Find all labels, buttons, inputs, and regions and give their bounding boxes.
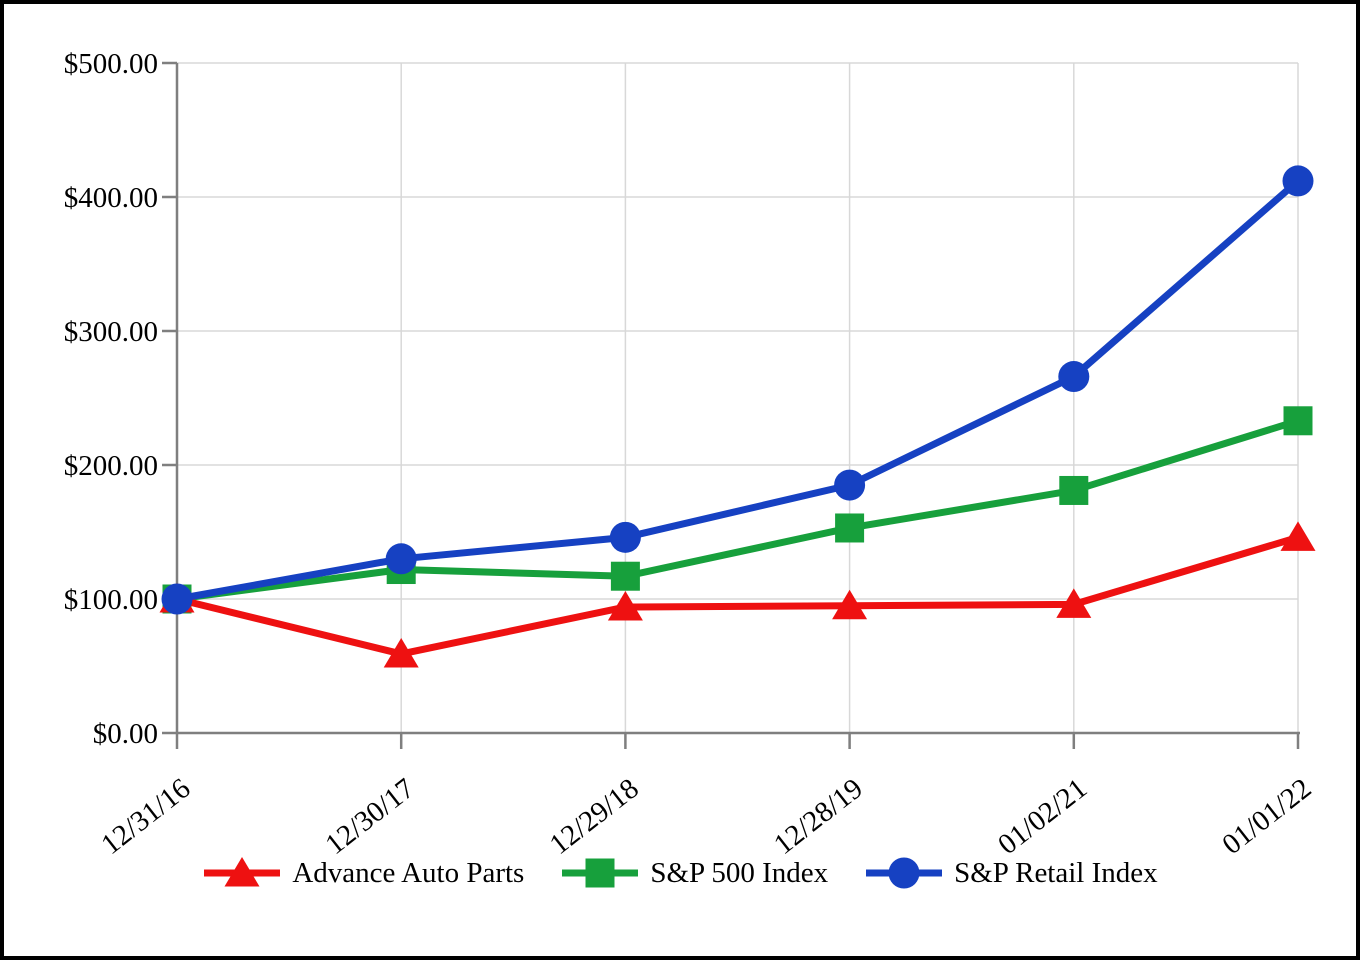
s-p-retail-index-circle-marker	[888, 857, 920, 889]
legend-item-advance-auto-parts: Advance Auto Parts	[202, 853, 524, 893]
y-axis-label: $500.00	[64, 48, 158, 80]
x-axis-label: 12/29/18	[544, 772, 645, 861]
advance-auto-parts-triangle-marker	[1056, 588, 1092, 618]
s-p-500-index-square-marker	[585, 858, 615, 888]
legend-item-sp500-index: S&P 500 Index	[560, 853, 828, 893]
legend-label-sp500-index: S&P 500 Index	[650, 856, 829, 889]
advance-auto-parts-triangle-marker	[832, 589, 868, 620]
y-axis-label: $100.00	[64, 584, 158, 616]
series-line-advance-auto-parts	[173, 533, 1302, 658]
s-p-500-index-square-marker	[610, 561, 640, 591]
legend-label-sp-retail-index: S&P Retail Index	[954, 856, 1158, 889]
x-axis-label: 12/30/17	[320, 772, 421, 861]
legend-label-advance-auto-parts: Advance Auto Parts	[292, 856, 525, 889]
s-p-retail-index-circle-marker	[609, 521, 641, 553]
s-p-retail-index-circle-marker	[834, 469, 866, 501]
s-p-500-index-square-marker	[1283, 406, 1313, 436]
series-line-s-p-retail-index	[173, 177, 1302, 603]
s-p-retail-index-circle-marker	[161, 583, 193, 615]
series-advance-auto-parts	[159, 521, 1316, 668]
x-axis-label: 01/01/22	[1216, 772, 1317, 861]
y-axis-label: $0.00	[93, 718, 158, 750]
series-line-s-p-500-index	[173, 417, 1302, 603]
red-triangle-marker-icon	[202, 853, 282, 893]
x-axis-label: 01/02/21	[992, 772, 1093, 861]
s-p-retail-index-circle-marker	[1282, 165, 1314, 197]
advance-auto-parts-triangle-marker	[224, 857, 260, 887]
performance-line-chart: $0.00 $100.00 $200.00 $300.00 $400.00 $500.00…	[64, 48, 1318, 861]
s-p-retail-index-circle-marker	[1058, 361, 1090, 393]
y-axis-label: $300.00	[64, 316, 158, 348]
green-square-marker-icon	[560, 853, 640, 893]
s-p-500-index-square-marker	[835, 513, 865, 543]
legend-item-sp-retail-index: S&P Retail Index	[864, 853, 1158, 893]
advance-auto-parts-triangle-marker	[607, 591, 643, 621]
advance-auto-parts-triangle-marker	[383, 637, 419, 668]
chart-legend: Advance Auto Parts S&P 500 Index S&P Ret…	[4, 853, 1356, 893]
blue-circle-marker-icon	[864, 853, 944, 893]
y-axis-label: $200.00	[64, 450, 158, 482]
y-axis-label: $400.00	[64, 182, 158, 214]
series-s-p-retail-index	[161, 165, 1314, 615]
s-p-500-index-square-marker	[1059, 475, 1089, 505]
x-axis-label: 12/28/19	[768, 772, 869, 861]
advance-auto-parts-triangle-marker	[1280, 521, 1316, 551]
s-p-retail-index-circle-marker	[385, 543, 417, 575]
x-axis-label: 12/31/16	[95, 772, 196, 861]
